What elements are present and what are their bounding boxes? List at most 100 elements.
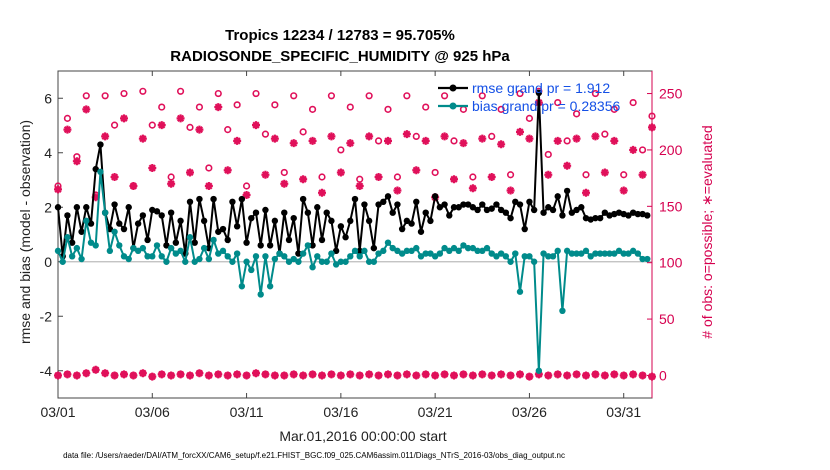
obs-evaluated-point — [629, 146, 637, 154]
bias-point — [102, 210, 108, 216]
obs-evaluated-point — [129, 182, 137, 190]
obs-evaluated-point — [469, 184, 477, 192]
y-tick-label-left: -2 — [40, 308, 53, 324]
bias-point — [324, 259, 330, 265]
bias-point — [64, 234, 70, 240]
rmse-point — [366, 218, 372, 224]
y-tick-label-left: 6 — [44, 90, 52, 106]
obs-evaluated-point-bottom — [544, 371, 552, 379]
bias-point — [187, 234, 193, 240]
obs-evaluated-point — [214, 103, 222, 111]
rmse-point — [338, 223, 344, 229]
y-tick-label-right: 150 — [659, 198, 683, 214]
rmse-point — [168, 210, 174, 216]
rmse-point — [305, 210, 311, 216]
rmse-point — [380, 199, 386, 205]
obs-evaluated-point — [290, 139, 298, 147]
obs-evaluated-point-bottom — [554, 370, 562, 378]
obs-evaluated-point — [497, 140, 505, 148]
obs-evaluated-point-bottom — [63, 370, 71, 378]
bias-point — [559, 308, 565, 314]
bias-point — [239, 283, 245, 289]
obs-evaluated-point-bottom — [441, 370, 449, 378]
y-tick-label-right: 0 — [659, 367, 667, 383]
obs-evaluated-point — [318, 189, 326, 197]
obs-evaluated-point — [412, 166, 420, 174]
obs-evaluated-point-bottom — [591, 370, 599, 378]
rmse-point — [371, 245, 377, 251]
bias-point — [531, 259, 537, 265]
obs-evaluated-point — [280, 180, 288, 188]
legend-marker — [450, 85, 457, 92]
obs-evaluated-point-bottom — [497, 370, 505, 378]
rmse-point — [559, 212, 565, 218]
y-tick-label-right: 100 — [659, 255, 683, 271]
obs-evaluated-point-bottom — [356, 371, 364, 379]
rmse-point — [272, 218, 278, 224]
obs-evaluated-point-bottom — [573, 370, 581, 378]
obs-evaluated-point-bottom — [309, 370, 317, 378]
rmse-point — [385, 193, 391, 199]
bias-point — [74, 245, 80, 251]
obs-evaluated-point — [299, 175, 307, 183]
obs-evaluated-point-bottom — [412, 371, 420, 379]
rmse-point — [408, 220, 414, 226]
obs-evaluated-point-bottom — [507, 371, 515, 379]
bias-point — [55, 248, 61, 254]
rmse-point — [262, 207, 268, 213]
bias-point — [253, 253, 259, 259]
obs-evaluated-point-bottom — [271, 371, 279, 379]
obs-evaluated-point-bottom — [214, 370, 222, 378]
rmse-point — [597, 215, 603, 221]
rmse-point — [324, 210, 330, 216]
obs-evaluated-point-bottom — [111, 371, 119, 379]
rmse-point — [347, 218, 353, 224]
obs-evaluated-point — [148, 164, 156, 172]
obs-evaluated-point-bottom — [393, 371, 401, 379]
rmse-point — [196, 196, 202, 202]
bias-point — [347, 253, 353, 259]
bias-point — [305, 242, 311, 248]
obs-evaluated-point — [120, 114, 128, 122]
obs-evaluated-point — [450, 175, 458, 183]
rmse-point — [328, 218, 334, 224]
rmse-point — [116, 220, 122, 226]
bias-point — [107, 248, 113, 254]
bias-point — [295, 259, 301, 265]
legend-label: rmse grand pr = 1.912 — [472, 80, 610, 96]
obs-evaluated-point — [365, 132, 373, 140]
rmse-point — [314, 204, 320, 210]
obs-evaluated-point — [327, 132, 335, 140]
obs-evaluated-point-bottom — [337, 371, 345, 379]
x-tick-label: 03/21 — [418, 404, 453, 420]
x-tick-label: 03/31 — [606, 404, 641, 420]
bias-point — [196, 256, 202, 262]
obs-evaluated-point-bottom — [610, 370, 618, 378]
bias-point — [507, 259, 513, 265]
obs-evaluated-point-bottom — [205, 371, 213, 379]
obs-evaluated-point — [309, 137, 317, 145]
obs-evaluated-point — [111, 173, 119, 181]
obs-evaluated-point-bottom — [82, 369, 90, 377]
obs-evaluated-point-bottom — [431, 371, 439, 379]
bias-point — [97, 169, 103, 175]
rmse-point — [564, 188, 570, 194]
rmse-point — [55, 204, 61, 210]
obs-evaluated-point-bottom — [563, 371, 571, 379]
rmse-point — [286, 237, 292, 243]
obs-evaluated-point — [563, 162, 571, 170]
rmse-point — [291, 215, 297, 221]
obs-evaluated-point-bottom — [148, 373, 156, 381]
rmse-point — [220, 226, 226, 232]
obs-evaluated-point-bottom — [243, 371, 251, 379]
rmse-point — [253, 210, 259, 216]
bias-point — [149, 253, 155, 259]
rmse-point — [432, 193, 438, 199]
obs-evaluated-point-bottom — [73, 371, 81, 379]
bias-point — [371, 259, 377, 265]
bias-point — [168, 245, 174, 251]
obs-evaluated-point — [422, 137, 430, 145]
bias-point — [163, 259, 169, 265]
obs-evaluated-point — [488, 173, 496, 181]
rmse-point — [281, 210, 287, 216]
